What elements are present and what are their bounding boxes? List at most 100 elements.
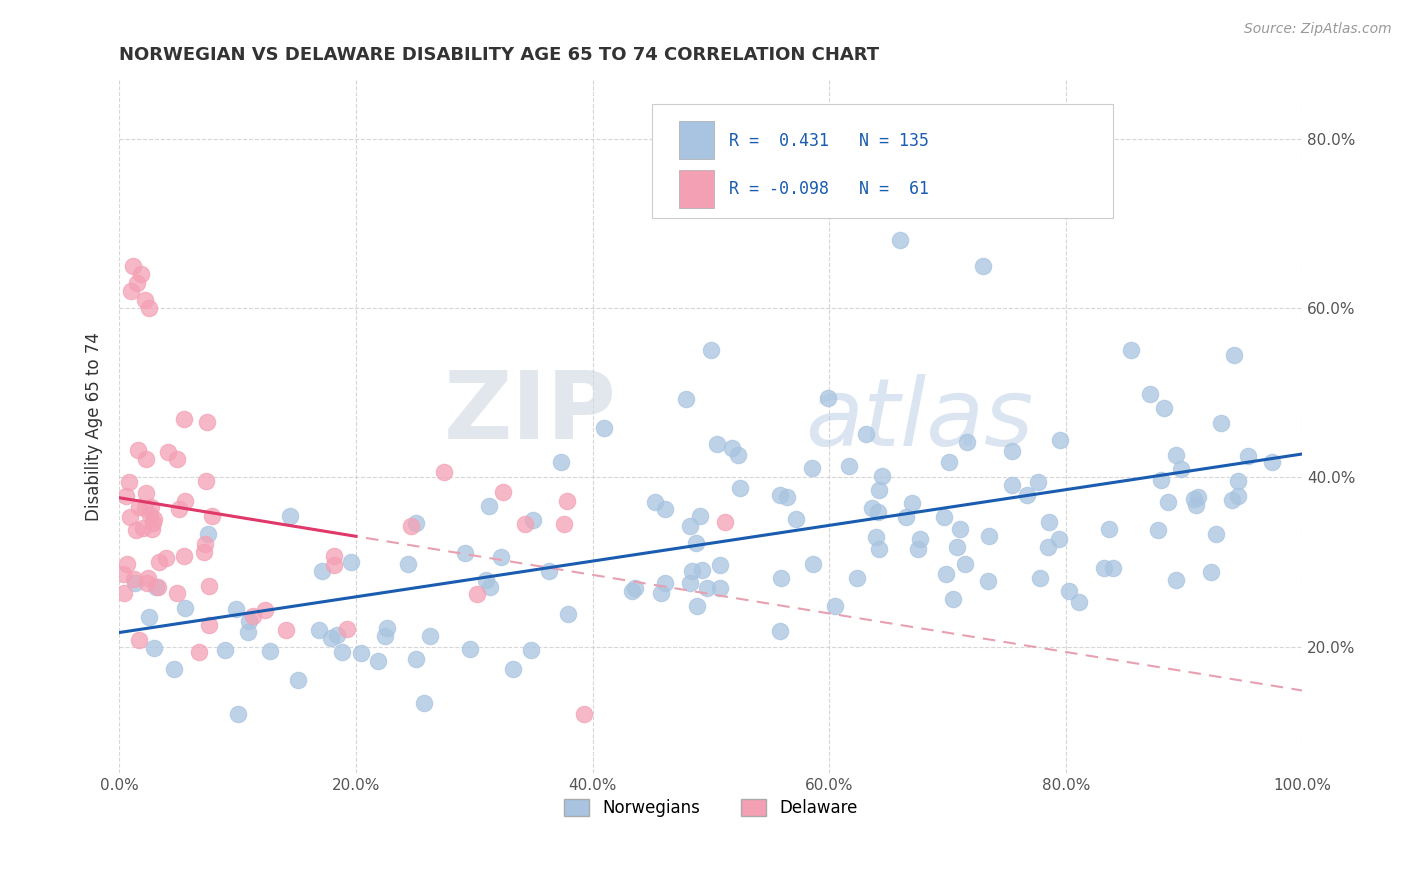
Point	[502, 662, 524, 676]
Point	[236, 624, 259, 639]
Point	[866, 505, 889, 519]
Point	[769, 571, 792, 585]
Point	[433, 466, 456, 480]
Point	[949, 522, 972, 536]
Point	[938, 454, 960, 468]
Point	[242, 608, 264, 623]
Point	[276, 624, 298, 638]
Point	[907, 541, 929, 556]
Point	[1001, 444, 1024, 458]
Point	[146, 580, 169, 594]
Point	[142, 516, 165, 531]
Point	[138, 610, 160, 624]
Point	[1097, 522, 1119, 536]
Point	[405, 516, 427, 531]
Point	[198, 579, 221, 593]
Point	[1187, 490, 1209, 504]
Point	[709, 581, 731, 595]
Point	[138, 301, 160, 315]
Point	[555, 494, 578, 508]
Point	[278, 508, 301, 523]
Point	[769, 488, 792, 502]
Point	[127, 442, 149, 457]
Point	[120, 284, 142, 298]
Point	[801, 557, 824, 571]
Point	[868, 483, 890, 498]
Point	[1150, 473, 1173, 487]
Point	[467, 587, 489, 601]
Text: R = -0.098   N =  61: R = -0.098 N = 61	[728, 180, 928, 198]
Point	[845, 571, 868, 585]
Point	[323, 558, 346, 573]
Point	[253, 603, 276, 617]
Point	[946, 540, 969, 554]
Point	[145, 580, 167, 594]
Point	[111, 566, 134, 581]
Point	[139, 508, 162, 523]
Point	[374, 629, 396, 643]
Point	[872, 469, 894, 483]
Point	[910, 532, 932, 546]
Point	[173, 549, 195, 564]
Point	[225, 602, 247, 616]
Point	[238, 615, 260, 629]
Point	[1201, 566, 1223, 580]
Legend: Norwegians, Delaware: Norwegians, Delaware	[557, 793, 865, 824]
Point	[942, 592, 965, 607]
Point	[340, 555, 363, 569]
Y-axis label: Disability Age 65 to 74: Disability Age 65 to 74	[86, 332, 103, 521]
Point	[174, 600, 197, 615]
Point	[166, 452, 188, 467]
Point	[706, 437, 728, 451]
Point	[173, 411, 195, 425]
Point	[520, 642, 543, 657]
Point	[654, 576, 676, 591]
Point	[458, 641, 481, 656]
Point	[188, 644, 211, 658]
Point	[1026, 475, 1049, 489]
Point	[538, 564, 561, 578]
Point	[132, 521, 155, 535]
Point	[399, 518, 422, 533]
Point	[557, 607, 579, 621]
Point	[1059, 584, 1081, 599]
Point	[868, 541, 890, 556]
Point	[889, 234, 911, 248]
Point	[700, 343, 723, 358]
Point	[513, 517, 536, 532]
Point	[686, 599, 709, 613]
Point	[117, 475, 139, 489]
Point	[1153, 401, 1175, 416]
Point	[1227, 474, 1250, 488]
Point	[593, 421, 616, 435]
Point	[135, 486, 157, 500]
Point	[721, 442, 744, 456]
Point	[195, 415, 218, 429]
Point	[141, 522, 163, 536]
Point	[141, 500, 163, 514]
Point	[682, 565, 704, 579]
Point	[287, 673, 309, 688]
Point	[375, 621, 398, 635]
Point	[1001, 478, 1024, 492]
Point	[367, 654, 389, 668]
Point	[396, 557, 419, 571]
Point	[454, 546, 477, 560]
Point	[1146, 523, 1168, 537]
Point	[727, 448, 749, 462]
Point	[405, 652, 427, 666]
Point	[326, 627, 349, 641]
Point	[1237, 450, 1260, 464]
Point	[194, 537, 217, 551]
Point	[901, 496, 924, 510]
Point	[1170, 462, 1192, 476]
Point	[1121, 343, 1143, 357]
Point	[1157, 495, 1180, 509]
Point	[489, 550, 512, 565]
Point	[122, 572, 145, 586]
Point	[1185, 498, 1208, 512]
Point	[818, 200, 841, 214]
Point	[1261, 454, 1284, 468]
Point	[125, 276, 148, 290]
Point	[817, 391, 839, 405]
